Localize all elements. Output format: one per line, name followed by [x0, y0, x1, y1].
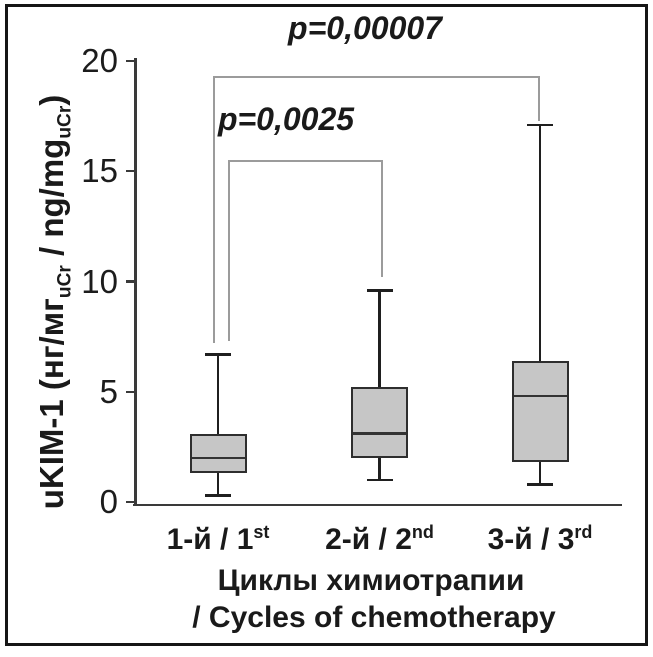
- y-axis-tick: [126, 280, 135, 283]
- y-axis-tick: [126, 59, 135, 63]
- y-axis-tick: [126, 390, 135, 393]
- y-axis-title: uKIM-1 (нг/мгuCr / ng/mguCr): [30, 52, 76, 552]
- significance-bracket-right: [381, 160, 383, 278]
- median-line: [353, 432, 406, 435]
- x-category-label: 3-й / 3rd: [460, 522, 620, 557]
- whisker-cap-lower: [366, 478, 393, 482]
- y-axis-tick-label: 5: [99, 372, 118, 410]
- x-category-label: 2-й / 2nd: [300, 522, 460, 557]
- figure-border: [5, 4, 648, 646]
- y-axis-tick-label: 15: [81, 152, 118, 190]
- x-axis-title-line2: / Cycles of chemotherapy: [192, 601, 556, 634]
- significance-bracket-top: [228, 160, 383, 162]
- whisker-lower: [378, 457, 381, 480]
- x-axis-title-line1: Циклы химиотрапии: [217, 564, 525, 597]
- x-category-text: 2-й / 2: [325, 523, 412, 556]
- significance-bracket-right: [538, 76, 540, 121]
- y-axis-tick: [126, 500, 135, 504]
- y-axis-tick: [126, 170, 135, 173]
- whisker-upper: [538, 124, 542, 361]
- significance-bracket-top: [213, 76, 540, 79]
- y-axis-line: [134, 58, 137, 505]
- significance-bracket-left: [213, 76, 215, 344]
- x-category-text: 3-й / 3: [487, 523, 575, 556]
- box-iqr: [351, 387, 408, 458]
- whisker-upper: [378, 290, 381, 388]
- y-axis-title-text: ): [33, 94, 70, 106]
- x-category-text: 1-й / 1: [166, 523, 254, 556]
- box-iqr: [511, 360, 569, 463]
- whisker-cap-lower: [205, 494, 231, 497]
- whisker-cap-upper: [527, 123, 553, 127]
- whisker-cap-lower: [527, 483, 553, 486]
- x-category-ordinal: st: [253, 522, 270, 542]
- whisker-lower: [216, 473, 220, 496]
- p-value-annotation-top: p=0,00007: [288, 10, 442, 46]
- significance-bracket-left: [228, 160, 230, 342]
- y-axis-tick-label: 20: [81, 42, 118, 79]
- whisker-cap-upper: [366, 289, 393, 292]
- x-category-label: 1-й / 1st: [138, 522, 298, 557]
- p-value-annotation-mid: p=0,0025: [217, 101, 355, 137]
- x-category-ordinal: rd: [574, 522, 593, 542]
- median-line: [513, 394, 567, 398]
- whisker-upper: [216, 354, 220, 434]
- y-axis-tick-label: 10: [81, 262, 118, 300]
- x-axis-line: [133, 503, 622, 506]
- y-axis-tick-label: 0: [99, 483, 118, 520]
- box-iqr: [189, 433, 247, 474]
- y-axis-title-subscript: uCr: [54, 105, 76, 139]
- x-category-ordinal: nd: [411, 522, 434, 542]
- whisker-lower: [538, 462, 542, 485]
- whisker-cap-upper: [205, 353, 231, 356]
- median-line: [191, 456, 245, 460]
